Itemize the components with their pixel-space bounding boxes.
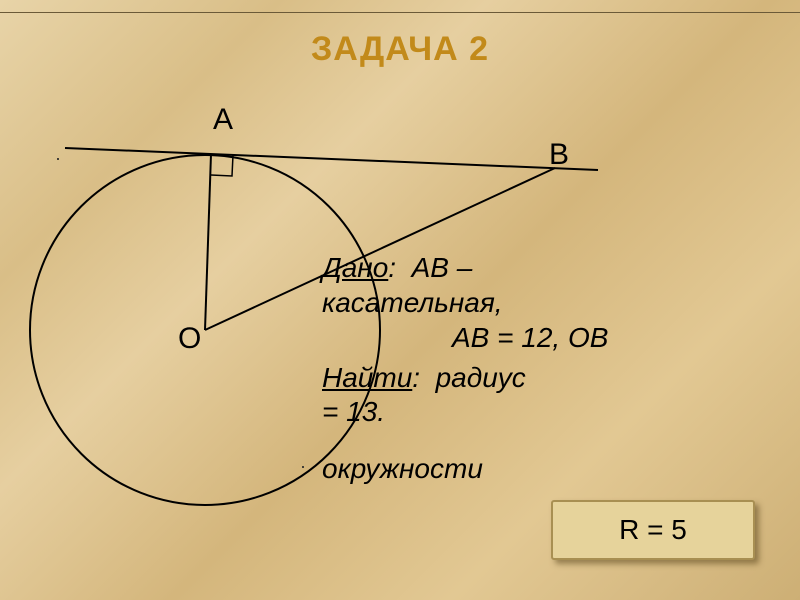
label-O: O	[178, 322, 201, 356]
slide: ЗАДАЧА 2 A B O · Дано: AB – касательная,…	[0, 0, 800, 600]
answer-text: R = 5	[619, 514, 687, 546]
slide-title: ЗАДАЧА 2	[0, 30, 800, 69]
bullet-icon-2: ·	[300, 456, 306, 477]
tangent-line-AB	[65, 148, 598, 170]
eq13-overlap: = 13.	[322, 396, 385, 428]
label-B: B	[549, 138, 569, 172]
label-A: A	[213, 103, 233, 137]
given-text-3: AB = 12, OB	[322, 320, 752, 355]
right-angle-marker	[211, 155, 233, 176]
find-prefix: Найти	[322, 362, 412, 393]
given-block: Дано: AB – касательная, AB = 12, OB	[322, 250, 752, 355]
find-radius-word: радиус	[436, 362, 526, 393]
given-text-2: касательная,	[322, 285, 752, 320]
given-prefix: Дано	[322, 252, 388, 283]
circle-word: окружности	[322, 453, 483, 485]
bullet-icon: ·	[55, 148, 61, 169]
radius-OA	[205, 154, 211, 330]
top-divider	[0, 12, 800, 13]
given-text-1: AB –	[412, 252, 473, 283]
find-block: Найти: радиус	[322, 360, 752, 395]
answer-box: R = 5	[551, 500, 755, 560]
